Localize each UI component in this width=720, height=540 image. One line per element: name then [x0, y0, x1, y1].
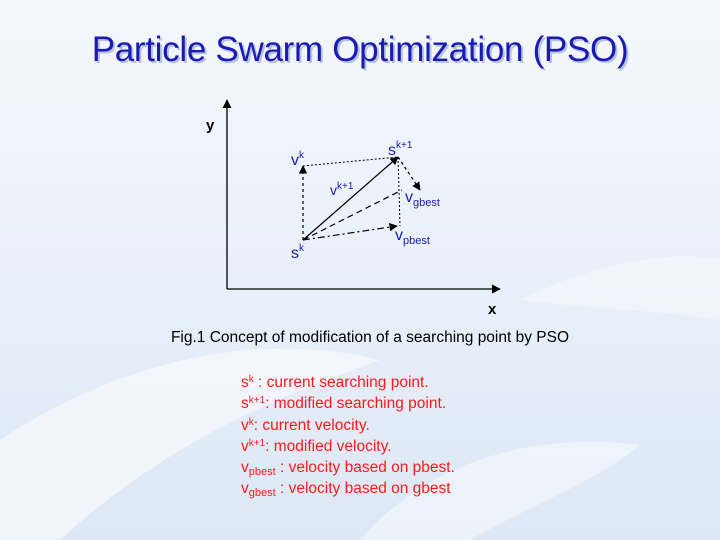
legend-item-vpbest: vpbest : velocity based on pbest. — [241, 459, 455, 479]
vk-to-sk1-line — [302, 156, 399, 167]
vpbest-arrow — [302, 222, 398, 241]
legend-item-vk: vk: current velocity. — [241, 416, 370, 434]
legend-item-vgbest: vgbest : velocity based on gbest — [241, 480, 451, 500]
legend-item-vk1: vk+1: modified velocity. — [241, 437, 392, 455]
legend-item-sk: sk : current searching point. — [241, 374, 429, 391]
legend-list: sk : current searching point. sk+1: modi… — [241, 372, 455, 500]
slide-title: Particle Swarm Optimization (PSO) — [91, 30, 629, 69]
legend-item-sk1: sk+1: modified searching point. — [241, 395, 447, 413]
y-axis-label: y — [206, 117, 215, 134]
vgbest-arrow — [397, 156, 421, 191]
label-vpbest: vpbest — [395, 227, 430, 247]
label-vgbest: vgbest — [405, 189, 440, 209]
label-vk: vk — [291, 150, 305, 169]
label-vk1: vk+1 — [330, 181, 354, 198]
label-sk1: sk+1 — [388, 140, 413, 159]
figure-caption: Fig.1 Concept of modification of a searc… — [170, 329, 570, 346]
vpbest-to-sk1-line — [397, 156, 401, 227]
vk1-arrow — [302, 156, 399, 241]
vgbest-dashed-line — [302, 189, 403, 241]
x-axis-label: x — [488, 301, 497, 318]
label-sk: sk — [291, 243, 305, 262]
